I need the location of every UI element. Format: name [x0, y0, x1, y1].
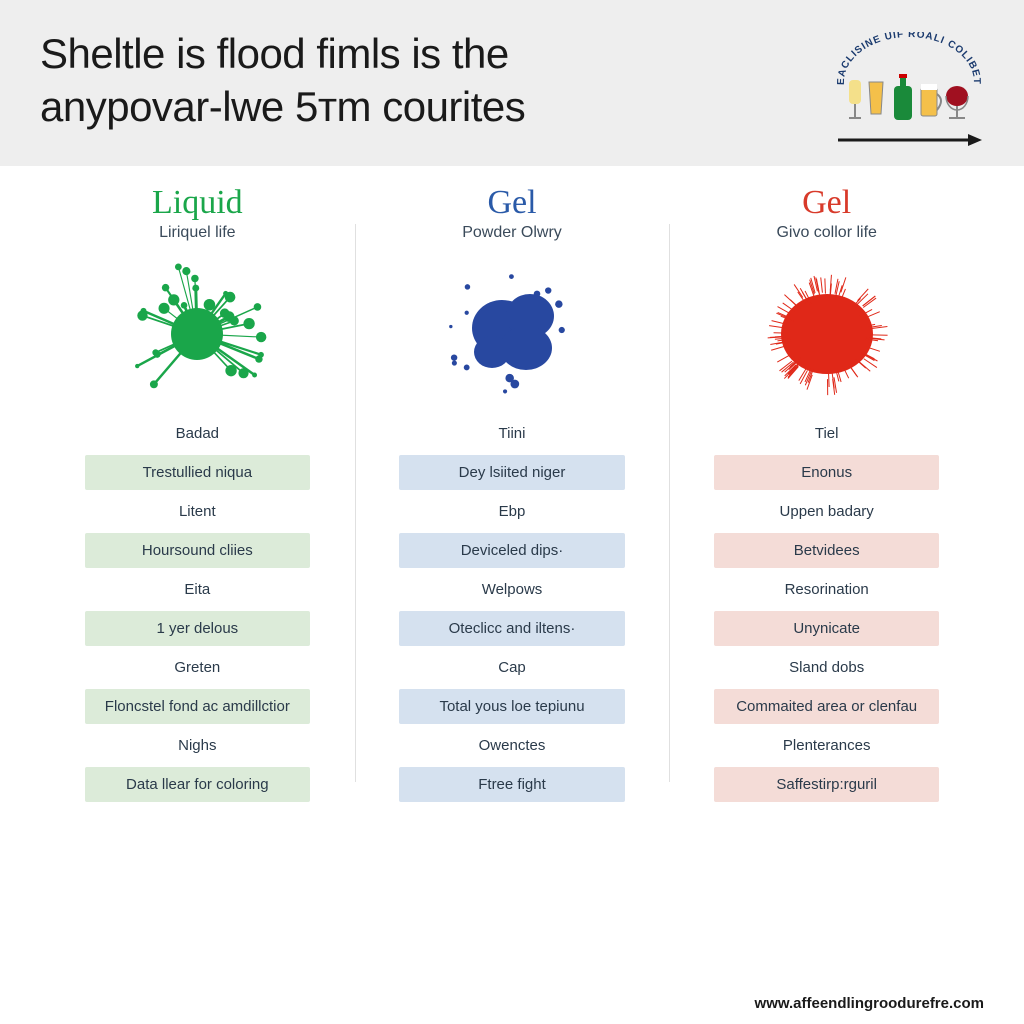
list-item: Eita [85, 574, 310, 605]
column-subtitle: Powder Olwry [462, 224, 562, 242]
list-item: Tiini [399, 418, 624, 449]
list-item: Unynicate [714, 611, 939, 646]
splat-icon [117, 256, 277, 406]
item-list: Tiini Dey lsiited niger Ebp Deviceled dips·… [375, 418, 650, 802]
column-subtitle: Liriquel life [159, 224, 235, 242]
page-title: Sheltle is flood fimls is the anypovar-l… [40, 28, 525, 133]
column-title: Liquid [152, 184, 243, 222]
arrow-right-icon [834, 132, 984, 148]
list-item: Tiel [714, 418, 939, 449]
column-subtitle: Givo collor life [776, 224, 876, 242]
list-item: Trestullied niqua [85, 455, 310, 490]
column-title: Gel [802, 184, 851, 222]
list-item: Deviceled dips· [399, 533, 624, 568]
list-item: Enonus [714, 455, 939, 490]
item-list: Badad Trestullied niqua Litent Hoursound cl… [60, 418, 335, 802]
list-item: Uppen badary [714, 496, 939, 527]
title-line-2: anypovar-lwe 5ᴛm courites [40, 83, 525, 130]
list-item: Hoursound cliies [85, 533, 310, 568]
list-item: Data llear for coloring [85, 767, 310, 802]
list-item: 1 yer delous [85, 611, 310, 646]
column-0: Liquid Liriquel life Badad Trestullied niqu… [40, 184, 355, 802]
list-item: Greten [85, 652, 310, 683]
list-item: Cap [399, 652, 624, 683]
list-item: Welpows [399, 574, 624, 605]
list-item: Litent [85, 496, 310, 527]
drinks-icon [839, 74, 979, 124]
list-item: Resorination [714, 574, 939, 605]
list-item: Betvidees [714, 533, 939, 568]
footer-url: www.affeendlingroodurefre.com [755, 995, 984, 1012]
item-list: Tiel Enonus Uppen badary Betvidees Resorinat… [689, 418, 964, 802]
header: Sheltle is flood fimls is the anypovar-l… [0, 0, 1024, 166]
title-line-1: Sheltle is flood fimls is the [40, 30, 509, 77]
list-item: Commaited area or clenfau [714, 689, 939, 724]
list-item: Owenctes [399, 730, 624, 761]
list-item: Oteclicс and iltens· [399, 611, 624, 646]
logo: EACLISINE UIF ROALI COLIBET [834, 28, 984, 148]
list-item: Total yous loe tepiunu [399, 689, 624, 724]
column-2: Gel Givo collor life Tiel Enonus Uppen badar… [669, 184, 984, 802]
list-item: Ebp [399, 496, 624, 527]
column-title: Gel [487, 184, 536, 222]
list-item: Nighs [85, 730, 310, 761]
column-1: Gel Powder Olwry Tiini Dey lsiited niger Eb… [355, 184, 670, 802]
splat-icon [432, 256, 592, 406]
list-item: Sland dobs [714, 652, 939, 683]
list-item: Floncstel fond ac amdillctior [85, 689, 310, 724]
splat-wrap [747, 256, 907, 406]
splat-wrap [432, 256, 592, 406]
list-item: Saffestirp:rguril [714, 767, 939, 802]
list-item: Plenterances [714, 730, 939, 761]
list-item: Badad [85, 418, 310, 449]
comparison-columns: Liquid Liriquel life Badad Trestullied niqu… [0, 166, 1024, 802]
splat-icon [747, 256, 907, 406]
list-item: Ftree fight [399, 767, 624, 802]
list-item: Dey lsiited niger [399, 455, 624, 490]
splat-wrap [117, 256, 277, 406]
